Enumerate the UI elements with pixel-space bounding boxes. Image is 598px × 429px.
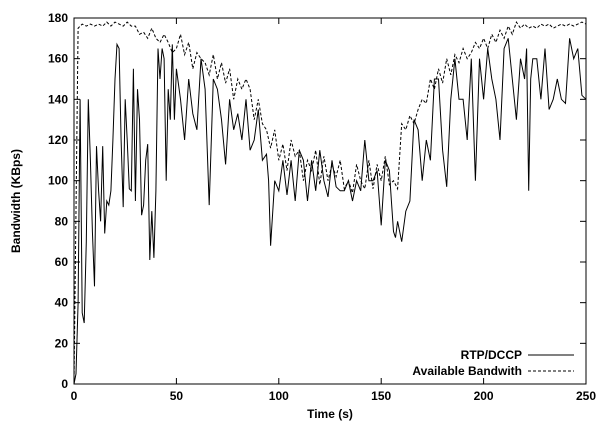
x-tick-label: 200 bbox=[474, 389, 494, 403]
plot-frame bbox=[73, 17, 587, 385]
y-tick-label: 140 bbox=[48, 92, 68, 106]
axis-labels-group: Time (s) Bandwidth (KBps) bbox=[9, 149, 353, 421]
rtp-dccp-series-line bbox=[73, 38, 587, 385]
y-axis-label: Bandwidth (KBps) bbox=[9, 149, 23, 253]
y-tick-label: 120 bbox=[48, 133, 68, 147]
legend: RTP/DCCP Available Bandwith bbox=[412, 348, 574, 378]
y-tick-label: 0 bbox=[61, 377, 68, 391]
y-tick-label: 80 bbox=[55, 214, 69, 228]
x-tick-label: 150 bbox=[371, 389, 391, 403]
y-tick-label: 100 bbox=[48, 174, 68, 188]
x-tick-label: 0 bbox=[71, 389, 78, 403]
available-bandwidth-series-line bbox=[73, 20, 587, 385]
y-tick-label: 180 bbox=[48, 11, 68, 25]
y-tick-label: 160 bbox=[48, 52, 68, 66]
legend-label-rtp-dccp: RTP/DCCP bbox=[461, 348, 522, 362]
x-tick-label: 100 bbox=[269, 389, 289, 403]
axes-group: 0 50 100 150 200 250 0 20 40 60 80 100 120 140 160 180 bbox=[48, 11, 596, 403]
y-tick-label: 20 bbox=[55, 336, 69, 350]
series-group bbox=[73, 20, 587, 385]
y-tick-label: 60 bbox=[55, 255, 69, 269]
x-tick-label: 50 bbox=[170, 389, 184, 403]
y-tick-label: 40 bbox=[55, 296, 69, 310]
plot-frame-group bbox=[73, 17, 587, 385]
x-tick-label: 250 bbox=[576, 389, 596, 403]
legend-label-available-bandwidth: Available Bandwith bbox=[412, 364, 522, 378]
x-axis-label: Time (s) bbox=[307, 407, 353, 421]
